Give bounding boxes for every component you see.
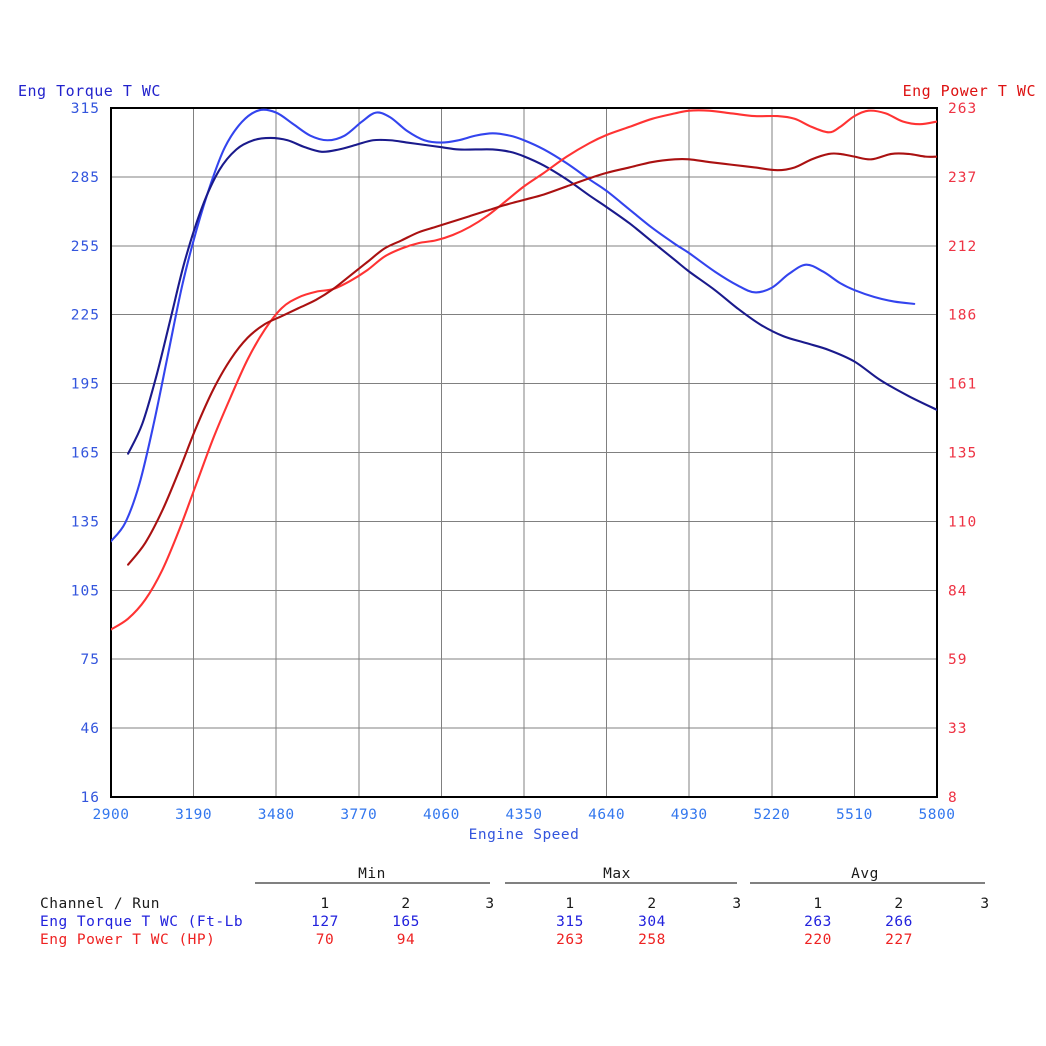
- summary-run-number: 2: [401, 896, 410, 912]
- summary-run-number: 3: [485, 896, 494, 912]
- y-axis-right-tick-label: 8: [948, 790, 958, 806]
- y-axis-right-tick-label: 59: [948, 652, 967, 668]
- x-axis-tick-label: 5220: [753, 807, 790, 823]
- summary-cell-min: 70: [316, 932, 334, 948]
- summary-table-svg: Min 1 2 3 Max 1 2 3 Avg 1 2 3 Channel / Run Eng Torqu…: [40, 866, 989, 948]
- y-axis-left-tick-label: 195: [71, 377, 100, 393]
- chart-area: Eng Torque T WC Eng Power T WC 315 263 285 23…: [18, 82, 1036, 843]
- x-axis-tick-label: 4640: [588, 807, 625, 823]
- series-line-3: [111, 109, 937, 631]
- series-line-4: [127, 152, 937, 566]
- summary-channel-header: Channel / Run: [40, 896, 160, 912]
- y-axis-right-tick-label: 110: [948, 514, 977, 530]
- x-axis-tick-label: 5800: [919, 807, 956, 823]
- x-axis-tick-label: 2900: [93, 807, 130, 823]
- summary-cell-avg: 220: [804, 932, 832, 948]
- summary-cell-avg: 227: [885, 932, 913, 948]
- y-axis-right-tick-label: 263: [948, 101, 977, 117]
- y-axis-left-tick-label: 16: [81, 790, 100, 806]
- y-axis-left-tick-label: 285: [71, 170, 100, 186]
- y-axis-left-tick-label: 225: [71, 308, 100, 324]
- y-axis-right-tick-label: 33: [948, 721, 967, 737]
- y-axis-left-tick-label: 46: [81, 721, 100, 737]
- summary-table: Min 1 2 3 Max 1 2 3 Avg 1 2 3 Channel / Run Eng Torqu…: [0, 860, 1046, 980]
- y-axis-left-tick-label: 255: [71, 239, 100, 255]
- x-axis-title: Engine Speed: [469, 827, 580, 843]
- summary-run-number: 1: [565, 896, 574, 912]
- y-axis-right-tick-label: 186: [948, 308, 977, 324]
- left-axis-title: Eng Torque T WC: [18, 82, 161, 100]
- summary-cell-avg: 266: [885, 914, 913, 930]
- y-axis-left-tick-label: 135: [71, 514, 100, 530]
- chart-svg: Eng Torque T WC Eng Power T WC 315 263 285 23…: [18, 82, 1036, 843]
- series-line-2: [127, 136, 937, 455]
- right-axis-title: Eng Power T WC: [903, 82, 1036, 100]
- y-axis-left-tick-label: 315: [71, 101, 100, 117]
- summary-cell-max: 315: [556, 914, 584, 930]
- summary-row-channel-name: Eng Power T WC (HP): [40, 932, 215, 948]
- summary-run-number: 3: [732, 896, 741, 912]
- summary-cell-max: 304: [638, 914, 666, 930]
- y-axis-left-tick-label: 75: [81, 652, 100, 668]
- y-axis-right-tick-label: 212: [948, 239, 977, 255]
- x-axis-tick-label: 3770: [340, 807, 377, 823]
- y-axis-left-tick-label: 165: [71, 446, 100, 462]
- summary-cell-min: 94: [397, 932, 415, 948]
- summary-run-number: 1: [320, 896, 329, 912]
- summary-cell-min: 127: [311, 914, 339, 930]
- x-axis-tick-label: 3480: [258, 807, 295, 823]
- y-axis-right-tick-label: 84: [948, 583, 967, 599]
- x-axis-tick-label: 4060: [423, 807, 460, 823]
- summary-run-number: 2: [647, 896, 656, 912]
- summary-group-header-max: Max: [603, 866, 631, 882]
- summary-group-header-min: Min: [358, 866, 386, 882]
- plot-frame: [110, 107, 938, 798]
- y-axis-right-tick-label: 237: [948, 170, 977, 186]
- summary-run-number: 3: [980, 896, 989, 912]
- x-axis-tick-label: 5510: [836, 807, 873, 823]
- y-axis-right-tick-label: 135: [948, 446, 977, 462]
- summary-run-number: 1: [813, 896, 822, 912]
- x-axis-tick-label: 3190: [175, 807, 212, 823]
- y-axis-right-tick-label: 161: [948, 377, 977, 393]
- summary-cell-avg: 263: [804, 914, 832, 930]
- summary-cell-max: 263: [556, 932, 584, 948]
- summary-group-header-avg: Avg: [851, 866, 879, 882]
- summary-cell-min: 165: [392, 914, 420, 930]
- series-group: [111, 108, 937, 631]
- summary-row-channel-name: Eng Torque T WC (Ft-Lb: [40, 914, 243, 930]
- summary-run-number: 2: [894, 896, 903, 912]
- x-axis-tick-label: 4930: [671, 807, 708, 823]
- x-axis-tick-label: 4350: [506, 807, 543, 823]
- series-line-1: [111, 108, 916, 543]
- y-axis-left-tick-label: 105: [71, 583, 100, 599]
- summary-cell-max: 258: [638, 932, 666, 948]
